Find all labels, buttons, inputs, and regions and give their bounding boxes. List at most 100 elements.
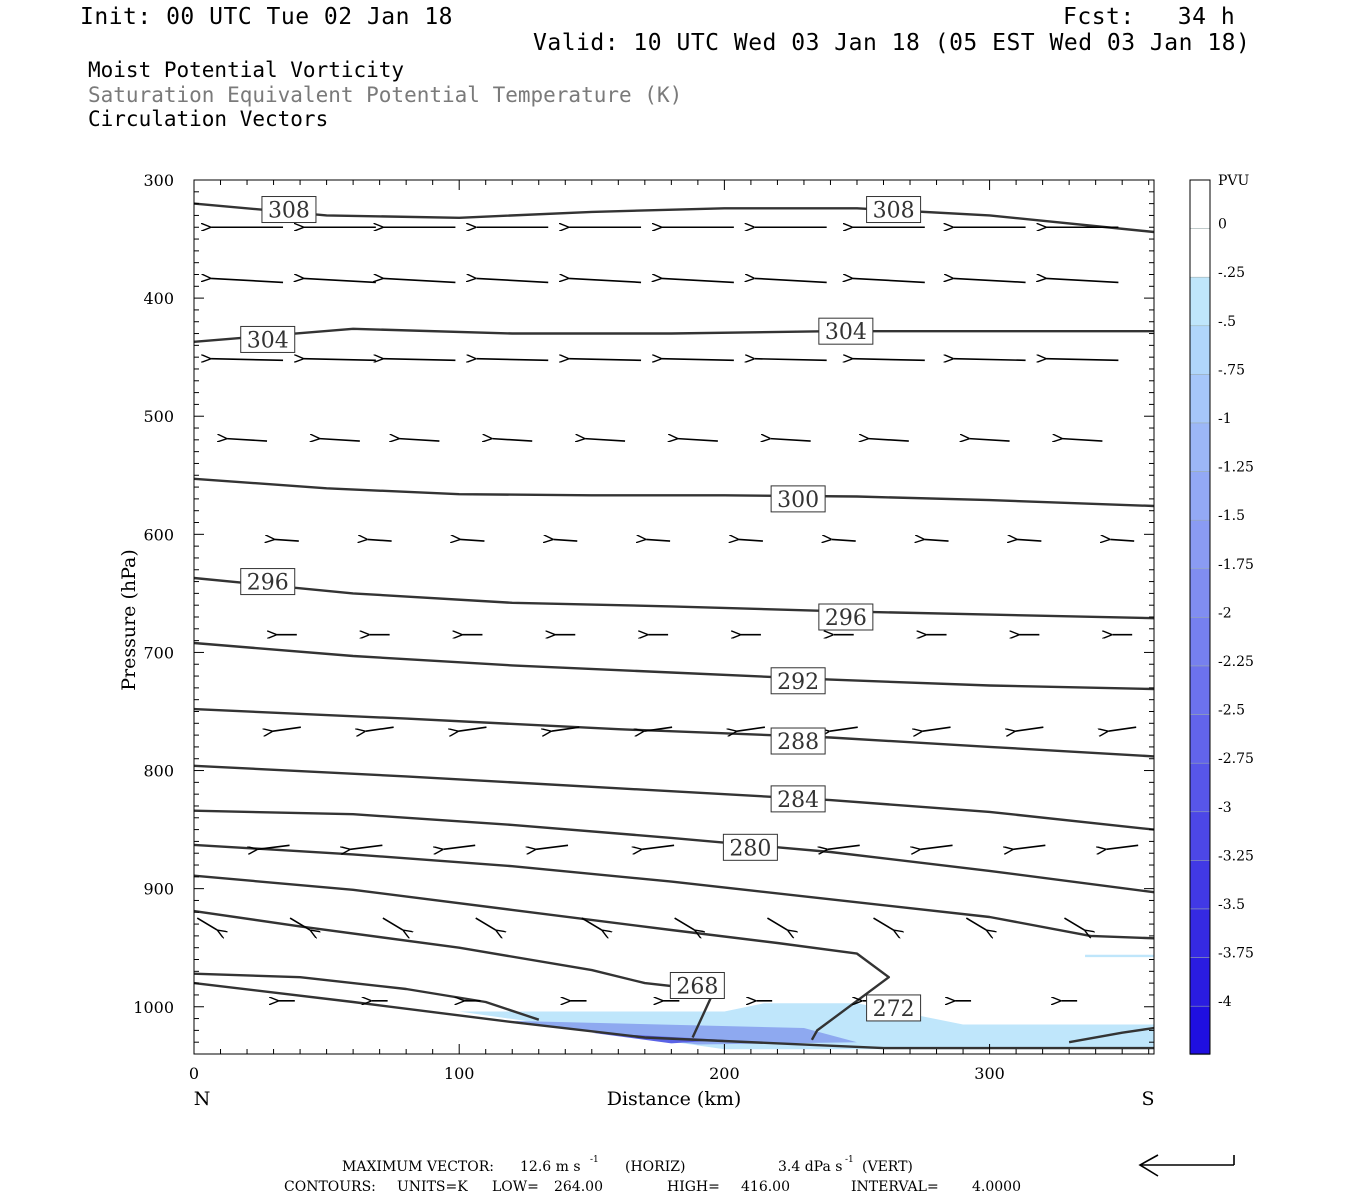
colorbar-segment [1189, 714, 1211, 764]
circulation-vector [320, 439, 360, 441]
colorbar-segment [1189, 860, 1211, 910]
plot-frame [193, 179, 1155, 1055]
colorbar-segment [1189, 1005, 1211, 1056]
contour-label: 284 [777, 788, 819, 813]
circulation-vector [1013, 844, 1046, 849]
contour-label-box [669, 971, 725, 999]
valid-time: Valid: 10 UTC Wed 03 Jan 18 (05 EST Wed … [533, 30, 1251, 56]
circulation-vector [383, 278, 456, 284]
circulation-vector [273, 726, 301, 731]
theta-e-contour [193, 981, 1154, 1050]
circulation-vector [211, 359, 284, 361]
contour-info-interval-label: INTERVAL= [851, 1179, 939, 1195]
circulation-vector [536, 844, 569, 849]
circulation-vector [921, 844, 953, 849]
contour-label-box [866, 196, 922, 224]
circulation-vector [828, 844, 860, 849]
circulation-vector [1108, 726, 1137, 731]
circulation-vector [366, 726, 394, 731]
contour-label-box [240, 325, 296, 353]
colorbar-segment [1189, 568, 1211, 618]
circulation-vector [476, 278, 549, 284]
colorbar: PVU 0 -.25 -.5 -.75 -1 -1.25 -1.5 -1.75 -2 -2.25 -2… [1189, 173, 1254, 1056]
colorbar-label: -3.25 [1218, 848, 1254, 864]
colorbar-segment [1189, 665, 1211, 715]
circulation-vector [755, 278, 827, 284]
max-vector-label: MAXIMUM VECTOR: [342, 1159, 494, 1175]
contour-info-high-label: HIGH= [667, 1179, 720, 1195]
pv-shading-layer [459, 954, 1154, 1050]
circulation-vector [925, 539, 949, 541]
y-axis-label: Pressure (hPa) [118, 549, 140, 691]
circulation-vector [1106, 844, 1139, 849]
max-vector-vert-unit: (VERT) [862, 1159, 913, 1175]
circulation-vector [460, 539, 485, 541]
colorbar-label: PVU [1218, 173, 1250, 189]
colorbar-label: -3 [1218, 800, 1232, 816]
circulation-vector [1110, 539, 1135, 541]
x-tick-label: 100 [444, 1064, 475, 1083]
colorbar-label: -3.5 [1218, 897, 1245, 913]
contour-label-box [770, 485, 826, 513]
contour-label-box [722, 833, 778, 861]
circulation-vector [382, 917, 403, 930]
circulation-vector [853, 278, 925, 284]
circulation-vector [368, 539, 392, 541]
circulation-vector [227, 439, 268, 441]
circulation-vector [954, 359, 1026, 361]
circulation-vector [755, 359, 827, 361]
circulation-vector [970, 439, 1010, 441]
x-end-north: N [194, 1088, 211, 1110]
circulation-vector [1046, 359, 1119, 361]
pv-fill-sliver [1085, 954, 1154, 958]
circulation-vector [832, 539, 856, 541]
colorbar-segment [1189, 179, 1211, 229]
contour-label-box [818, 317, 874, 345]
circulation-vector [275, 539, 299, 541]
contour-label: 296 [247, 571, 289, 596]
circulation-vector [304, 278, 376, 284]
contour-label-box [818, 603, 874, 631]
colorbar-label: -2.25 [1218, 654, 1254, 670]
field-title-thetae: Saturation Equivalent Potential Temperat… [88, 83, 683, 107]
circulation-vector [674, 917, 695, 930]
colorbar-label: -2.5 [1218, 703, 1245, 719]
theta-e-contour [193, 641, 1155, 691]
y-tick-label: 900 [143, 880, 174, 899]
circulation-vector [873, 917, 894, 930]
colorbar-segment [1189, 762, 1211, 813]
circulation-vector [1046, 278, 1119, 284]
y-tick-label: 1000 [133, 998, 174, 1017]
circulation-vector [475, 917, 496, 930]
circulation-vector [771, 439, 811, 441]
colorbar-label: -3.75 [1218, 946, 1254, 962]
colorbar-label: -.75 [1218, 362, 1245, 378]
circulation-vector [551, 726, 580, 731]
pv-fill-light [459, 1003, 1154, 1050]
contour-label-box [866, 994, 922, 1022]
contour-info-interval: 4.0000 [972, 1179, 1021, 1195]
colorbar-label: -1 [1218, 411, 1232, 427]
circulation-vector [644, 726, 673, 731]
colorbar-segment [1189, 325, 1211, 375]
colorbar-segment [1189, 519, 1211, 570]
circulation-vector [581, 917, 602, 930]
contour-label: 280 [729, 836, 771, 861]
colorbar-segment [1189, 957, 1211, 1007]
colorbar-segment [1189, 471, 1211, 521]
circulation-vector [1015, 726, 1044, 731]
circulation-vector [965, 917, 986, 930]
reference-vector-arrow [1138, 1154, 1235, 1177]
vector-layer [196, 227, 1139, 1001]
colorbar-segment [1189, 276, 1211, 327]
contour-label: 308 [268, 199, 310, 224]
contour-label-box [770, 727, 826, 755]
circulation-vector [1017, 539, 1042, 541]
contour-label: 300 [777, 488, 819, 513]
circulation-vector [553, 539, 578, 541]
axis-layer: 300 400 500 600 700 800 900 1000 0 100 200 300 [133, 171, 1154, 1083]
contour-label-box [770, 667, 826, 695]
footer-max-vector: MAXIMUM VECTOR: 12.6 m s -1 (HORIZ) 3.4 … [342, 1155, 913, 1175]
circulation-vector [1062, 439, 1103, 441]
colorbar-label: 0 [1218, 217, 1227, 233]
